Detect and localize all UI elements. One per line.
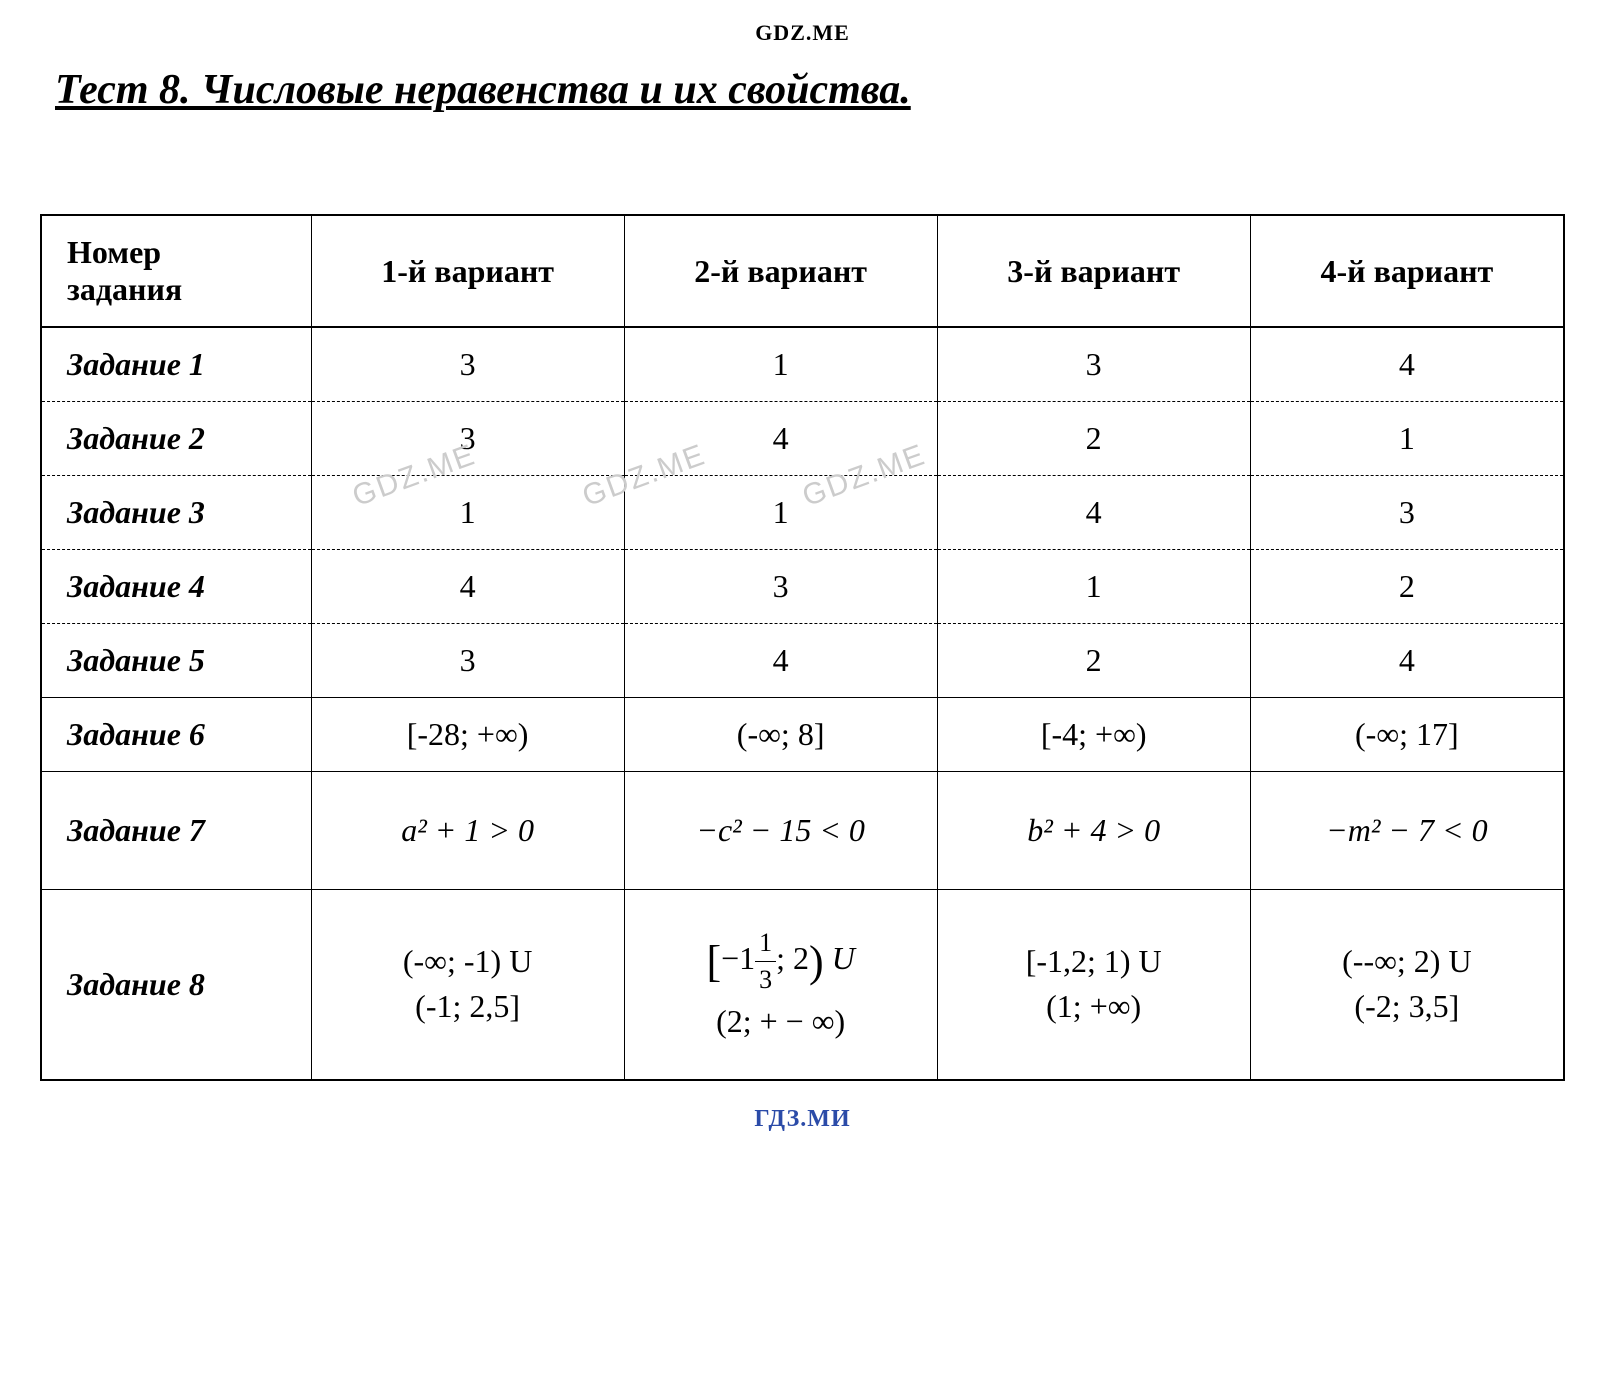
table-row: Задание 5 3 4 2 4 [41, 624, 1564, 698]
cell: 4 [624, 624, 937, 698]
cell: 4 [1250, 327, 1564, 402]
table-row: Задание 6 [-28; +∞) (-∞; 8] [-4; +∞) (-∞… [41, 698, 1564, 772]
cell: 2 [1250, 550, 1564, 624]
cell: 2 [937, 402, 1250, 476]
header-variant-3: 3-й вариант [937, 215, 1250, 327]
header-col1-line2: задания [67, 271, 182, 307]
cell: 4 [937, 476, 1250, 550]
row-label: Задание 6 [41, 698, 311, 772]
cell: 1 [1250, 402, 1564, 476]
cell: (-∞; -1) U(-1; 2,5] [311, 890, 624, 1080]
cell: 1 [624, 327, 937, 402]
cell: 3 [311, 327, 624, 402]
cell: a² + 1 > 0 [311, 772, 624, 890]
cell: 1 [937, 550, 1250, 624]
cell: (-∞; 17] [1250, 698, 1564, 772]
cell: 3 [311, 402, 624, 476]
cell: 1 [311, 476, 624, 550]
cell: [-28; +∞) [311, 698, 624, 772]
page-title: Тест 8. Числовые неравенства и их свойст… [40, 66, 1565, 114]
row-label: Задание 2 [41, 402, 311, 476]
cell: 4 [1250, 624, 1564, 698]
cell: 4 [624, 402, 937, 476]
table-header-row: Номер задания 1-й вариант 2-й вариант 3-… [41, 215, 1564, 327]
row-label: Задание 8 [41, 890, 311, 1080]
cell: [-1,2; 1) U(1; +∞) [937, 890, 1250, 1080]
header-variant-1: 1-й вариант [311, 215, 624, 327]
table-row: Задание 1 3 1 3 4 [41, 327, 1564, 402]
row-label: Задание 1 [41, 327, 311, 402]
answers-table: Номер задания 1-й вариант 2-й вариант 3-… [40, 214, 1565, 1081]
row-label: Задание 5 [41, 624, 311, 698]
table-row: Задание 4 4 3 1 2 [41, 550, 1564, 624]
table-row: Задание 7 a² + 1 > 0 −c² − 15 < 0 b² + 4… [41, 772, 1564, 890]
cell: 2 [937, 624, 1250, 698]
cell: (-∞; 8] [624, 698, 937, 772]
cell: [−113; 2) U(2; + − ∞) [624, 890, 937, 1080]
cell: −m² − 7 < 0 [1250, 772, 1564, 890]
cell: 3 [1250, 476, 1564, 550]
table-row: Задание 8 (-∞; -1) U(-1; 2,5] [−113; 2) … [41, 890, 1564, 1080]
cell: 1 [624, 476, 937, 550]
cell: 3 [624, 550, 937, 624]
header-variant-2: 2-й вариант [624, 215, 937, 327]
header-task-number: Номер задания [41, 215, 311, 327]
watermark-bottom: ГДЗ.МИ [40, 1106, 1565, 1133]
cell: b² + 4 > 0 [937, 772, 1250, 890]
header-col1-line1: Номер [67, 234, 161, 270]
cell: (--∞; 2) U(-2; 3,5] [1250, 890, 1564, 1080]
cell: 3 [937, 327, 1250, 402]
table-row: Задание 3 1 1 4 3 [41, 476, 1564, 550]
row-label: Задание 3 [41, 476, 311, 550]
table-container: GDZ.ME GDZ.ME GDZ.ME Номер задания 1-й в… [40, 214, 1565, 1081]
header-variant-4: 4-й вариант [1250, 215, 1564, 327]
cell: −c² − 15 < 0 [624, 772, 937, 890]
watermark-top: GDZ.ME [40, 20, 1565, 46]
row-label: Задание 7 [41, 772, 311, 890]
cell: 4 [311, 550, 624, 624]
cell: 3 [311, 624, 624, 698]
row-label: Задание 4 [41, 550, 311, 624]
table-row: Задание 2 3 4 2 1 [41, 402, 1564, 476]
cell: [-4; +∞) [937, 698, 1250, 772]
